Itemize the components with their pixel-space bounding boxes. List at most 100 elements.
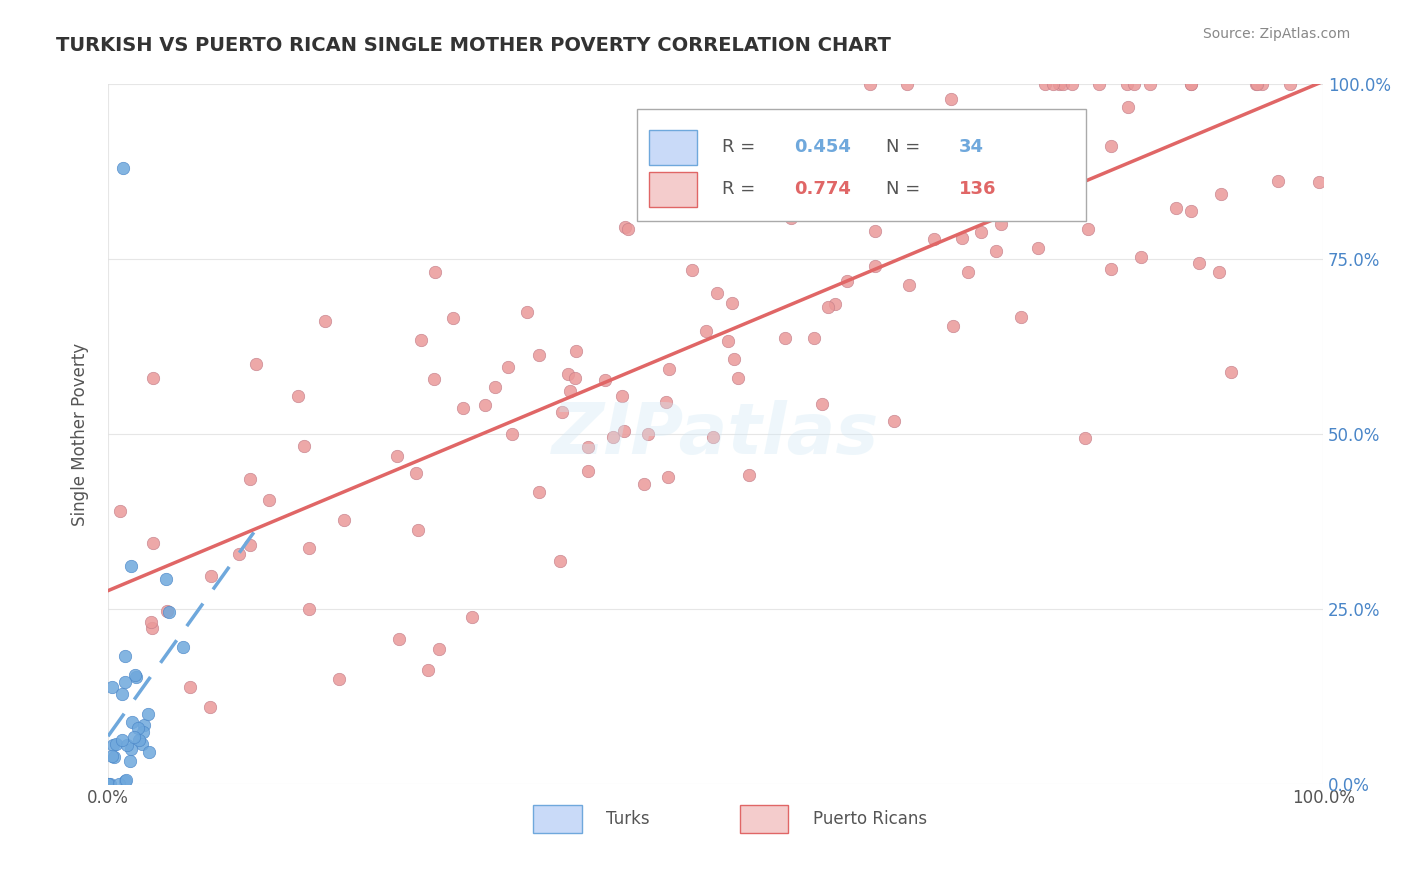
Point [727, 371, 749, 385]
Text: 136: 136 [959, 180, 995, 198]
Point [122, 730, 145, 744]
Point [898, 277, 921, 292]
Point [633, 476, 655, 491]
Point [1244, 78, 1267, 92]
Point [863, 259, 886, 273]
Text: R =: R = [721, 138, 761, 156]
Point [1164, 201, 1187, 215]
Point [501, 426, 523, 441]
Text: 0.454: 0.454 [794, 138, 852, 156]
Point [103, 750, 125, 764]
Point [155, 604, 177, 618]
Point [1139, 78, 1161, 92]
Point [121, 714, 143, 729]
Point [292, 439, 315, 453]
Point [922, 232, 945, 246]
Point [108, 503, 131, 517]
Point [617, 222, 640, 236]
Point [610, 389, 633, 403]
Point [132, 718, 155, 732]
Point [817, 300, 839, 314]
Point [529, 348, 551, 362]
Point [957, 265, 980, 279]
Point [101, 680, 124, 694]
Text: TURKISH VS PUERTO RICAN SINGLE MOTHER POVERTY CORRELATION CHART: TURKISH VS PUERTO RICAN SINGLE MOTHER PO… [56, 36, 891, 54]
Point [613, 425, 636, 439]
Point [1130, 250, 1153, 264]
Point [1043, 171, 1066, 186]
Point [100, 748, 122, 763]
Point [1099, 262, 1122, 277]
Point [904, 147, 927, 161]
Point [779, 211, 801, 226]
Point [657, 469, 679, 483]
Point [1209, 187, 1232, 202]
Point [896, 78, 918, 92]
Point [738, 467, 761, 482]
Text: Puerto Ricans: Puerto Ricans [813, 810, 927, 829]
FancyBboxPatch shape [648, 130, 697, 165]
Point [824, 297, 846, 311]
Point [114, 649, 136, 664]
Point [986, 244, 1008, 259]
Point [1208, 265, 1230, 279]
Point [451, 401, 474, 415]
Point [474, 398, 496, 412]
Point [155, 572, 177, 586]
Point [328, 673, 350, 687]
Point [557, 367, 579, 381]
Point [717, 334, 740, 348]
Point [98, 777, 121, 791]
Point [516, 305, 538, 319]
Point [141, 621, 163, 635]
Point [441, 310, 464, 325]
Point [124, 668, 146, 682]
Point [1180, 204, 1202, 219]
Point [859, 78, 882, 92]
Point [551, 405, 574, 419]
Point [576, 440, 599, 454]
Point [136, 706, 159, 721]
Point [114, 675, 136, 690]
Point [120, 754, 142, 768]
Point [298, 541, 321, 555]
Point [804, 199, 827, 213]
Point [332, 513, 354, 527]
Point [484, 379, 506, 393]
Point [388, 632, 411, 646]
Point [1035, 78, 1057, 92]
Point [97, 777, 120, 791]
Point [1101, 139, 1123, 153]
Point [942, 318, 965, 333]
Point [108, 777, 131, 791]
Point [111, 733, 134, 747]
Point [423, 372, 446, 386]
Point [141, 371, 163, 385]
Point [658, 361, 681, 376]
Point [702, 429, 724, 443]
Point [1123, 78, 1146, 92]
Point [239, 472, 262, 486]
Point [1049, 78, 1071, 92]
Point [314, 314, 336, 328]
Point [903, 163, 925, 178]
Point [103, 738, 125, 752]
Point [131, 738, 153, 752]
Point [111, 688, 134, 702]
Point [1188, 256, 1211, 270]
Point [803, 331, 825, 345]
Point [287, 388, 309, 402]
Point [887, 187, 910, 202]
Point [811, 396, 834, 410]
Point [200, 699, 222, 714]
Point [682, 263, 704, 277]
Point [496, 359, 519, 374]
Point [576, 464, 599, 478]
Point [565, 343, 588, 358]
Point [941, 92, 963, 106]
Point [706, 285, 728, 300]
Point [1116, 78, 1139, 92]
Point [141, 615, 163, 630]
Point [1246, 78, 1268, 92]
Text: Turks: Turks [606, 810, 650, 829]
